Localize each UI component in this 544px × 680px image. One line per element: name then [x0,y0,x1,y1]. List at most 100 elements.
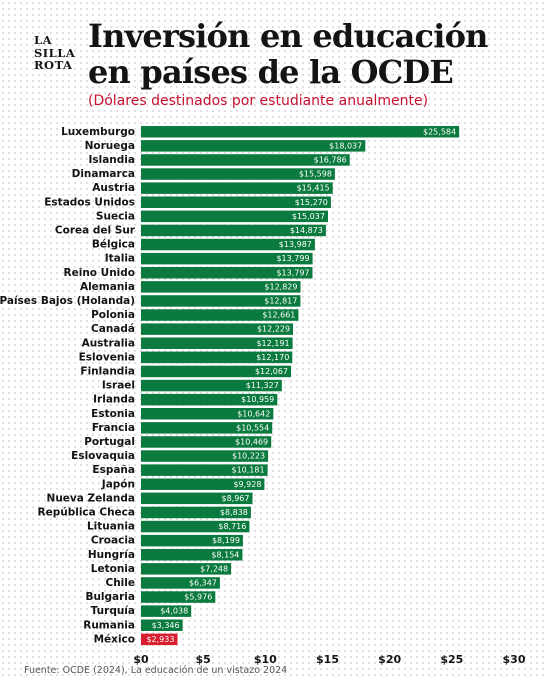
category-label: Estados Unidos [44,196,135,208]
value-label: $6,347 [189,578,217,587]
value-label: $12,191 [256,339,289,348]
category-label: Lituania [87,521,135,533]
value-label: $5,976 [184,593,212,602]
category-label: Finlandia [80,365,135,377]
bar [141,436,272,448]
bar [141,295,301,307]
value-label: $2,933 [146,635,174,644]
bar [141,267,313,279]
value-label: $12,229 [257,325,290,334]
category-label: Islandia [88,154,135,166]
value-label: $12,067 [255,367,288,376]
category-label: Letonia [91,563,135,575]
bar [141,408,274,420]
bar [141,422,273,434]
value-label: $12,829 [264,282,297,291]
chart-subtitle: (Dólares destinados por estudiante anual… [88,93,429,109]
x-tick-label: $10 [254,653,277,665]
bar [141,549,243,561]
category-label: Irlanda [93,394,135,406]
category-label: Eslovenia [79,351,135,363]
value-label: $10,469 [235,437,268,446]
bar [141,633,178,646]
value-label: $12,661 [262,311,295,320]
category-label: Croacia [91,535,135,547]
value-label: $9,928 [233,480,261,489]
bar [141,478,265,490]
category-label: España [92,464,135,476]
category-label: Eslovaquia [71,450,135,462]
bar [141,591,216,603]
bar [141,605,192,617]
value-label: $10,642 [237,409,270,418]
bar [141,337,293,349]
bar [141,506,251,519]
value-label: $12,170 [256,353,289,362]
x-tick-label: $25 [440,653,463,665]
bar [141,365,291,378]
category-label: Italia [105,253,135,265]
category-label: Israel [102,380,135,392]
value-label: $15,037 [292,212,325,221]
bar [141,252,313,265]
category-label: Luxemburgo [61,126,135,138]
bar [141,196,331,208]
value-label: $10,181 [231,466,264,475]
bar [141,464,268,476]
value-label: $13,987 [279,240,312,249]
bar [141,379,282,392]
bar [141,563,232,575]
value-label: $3,346 [152,621,180,630]
chart-title: Inversión en educación en países de la O… [88,17,488,91]
bar [141,309,299,321]
bar [141,224,326,237]
bar [141,140,366,152]
bar [141,126,460,138]
category-label: Austria [92,182,135,194]
category-label: Portugal [84,436,135,448]
value-label: $15,270 [295,198,328,207]
value-label: $8,967 [221,494,249,503]
value-label: $4,038 [160,607,188,616]
category-label: México [94,633,135,645]
x-tick-label: $0 [133,653,149,665]
bar [141,492,253,505]
category-label: Australia [82,337,135,349]
category-label: Rumania [83,619,135,631]
category-label: Japón [101,478,135,490]
bar [141,619,183,631]
bar [141,534,243,547]
x-tick-label: $30 [503,653,526,665]
category-label: Alemania [80,281,135,293]
logo-line-3: ROTA [34,58,73,72]
category-label: Chile [105,577,135,589]
bar [141,520,250,533]
category-label: Países Bajos (Holanda) [0,295,135,307]
category-label: Noruega [85,140,135,152]
bar-chart: Luxemburgo $25,584 Noruega $18,037 Islandia $… [0,126,526,665]
category-label: Reino Unido [64,267,135,279]
value-label: $12,817 [264,296,297,305]
value-label: $8,716 [218,522,246,531]
bar [141,351,293,364]
value-label: $10,223 [232,452,265,461]
x-tick-label: $20 [378,653,401,665]
logo-line-2: SILLA [34,45,76,60]
category-label: Polonia [91,309,135,321]
value-label: $7,248 [200,564,228,573]
value-label: $13,799 [276,254,309,263]
category-label: Estonia [91,408,135,420]
bar [141,154,350,166]
bar [141,238,315,251]
logo-line-1: LA [34,33,53,47]
value-label: $8,199 [212,536,240,545]
category-label: Bulgaria [85,591,135,603]
bar [141,210,328,223]
value-label: $15,598 [299,170,332,179]
bar [141,168,335,180]
brand-logo: LA SILLA ROTA [34,33,76,72]
source-note: Fuente: OCDE (2024), La educación de un … [24,665,288,676]
value-label: $15,415 [297,184,330,193]
bar [141,182,333,194]
value-label: $11,327 [246,381,279,390]
